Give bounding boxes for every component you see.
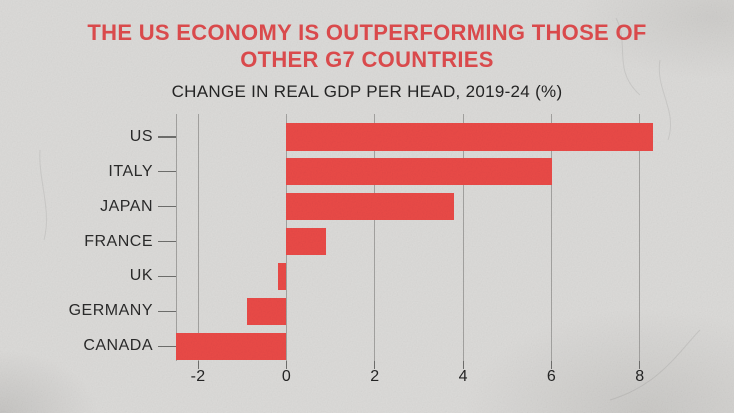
chart-title: THE US ECONOMY IS OUTPERFORMING THOSE OF… (0, 19, 734, 73)
category-tick-germany (158, 310, 176, 313)
category-label-uk: UK (129, 267, 153, 285)
category-label-japan: JAPAN (100, 197, 153, 215)
category-label-canada: CANADA (83, 337, 153, 355)
category-label-france: FRANCE (84, 232, 153, 250)
x-tick-label-0: 0 (281, 368, 292, 385)
x-tick-2 (374, 361, 376, 369)
category-tick-italy (158, 170, 176, 173)
x-tick-6 (551, 361, 553, 369)
gridline-6 (551, 114, 553, 361)
bar-uk (277, 262, 287, 291)
category-label-italy: ITALY (108, 162, 153, 180)
category-tick-japan (158, 205, 176, 208)
category-label-germany: GERMANY (68, 302, 153, 320)
chart-title-line1: THE US ECONOMY IS OUTPERFORMING THOSE OF (87, 20, 647, 45)
gridline-4 (462, 114, 464, 361)
category-labels: US ITALY JAPAN FRANCE UK GERMANY CANADA (0, 114, 153, 361)
chart-subtitle: CHANGE IN REAL GDP PER HEAD, 2019-24 (%) (171, 82, 563, 101)
category-tick-canada (158, 345, 176, 348)
x-tick-label-6: 6 (546, 368, 557, 385)
axis-left-boundary-line (176, 114, 177, 361)
x-tick-0 (285, 361, 287, 369)
category-label-us: US (129, 127, 153, 145)
x-tick-label-2: 2 (370, 368, 380, 385)
x-tick-label-8: 8 (635, 368, 645, 385)
x-tick-8 (639, 361, 641, 369)
bar-japan (286, 192, 455, 221)
x-tick-label-4: 4 (458, 368, 468, 385)
gridline-8 (639, 114, 641, 361)
x-tick-label-minus2: -2 (190, 368, 206, 385)
x-tick-4 (462, 361, 464, 369)
category-tick-france (158, 240, 176, 243)
gridline-2 (374, 114, 376, 361)
bar-italy (286, 157, 552, 186)
chart-title-line2: OTHER G7 COUNTRIES (240, 47, 494, 72)
plot-area (176, 114, 662, 361)
bar-canada (176, 332, 287, 361)
gridline-minus2 (197, 114, 199, 361)
x-tick-minus2 (197, 361, 199, 369)
category-tick-us (158, 136, 176, 138)
bar-germany (246, 297, 287, 326)
category-tick-uk (158, 275, 176, 278)
bar-us (286, 123, 654, 151)
bar-france (286, 227, 327, 256)
chart-header: THE US ECONOMY IS OUTPERFORMING THOSE OF… (0, 19, 734, 102)
